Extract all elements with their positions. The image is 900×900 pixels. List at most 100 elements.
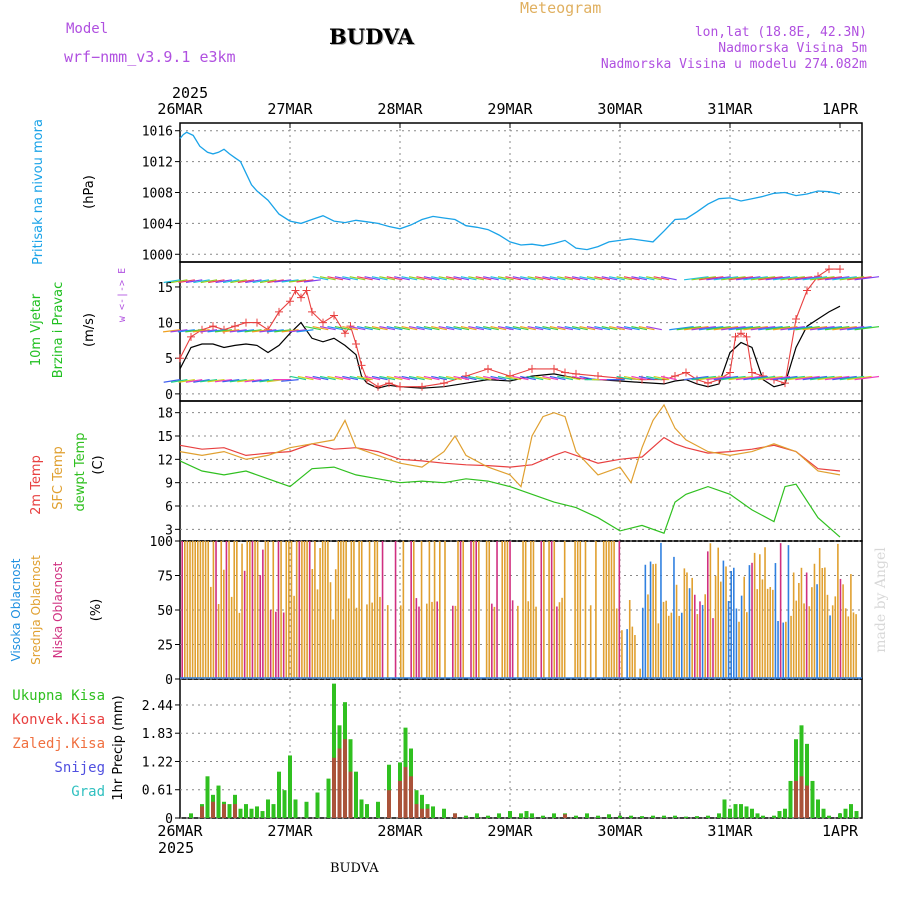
wind-arrow bbox=[394, 276, 410, 281]
precip-total-bar bbox=[376, 801, 380, 818]
meteogram-title: Meteogram bbox=[520, 0, 602, 17]
y-tick-label: 9 bbox=[165, 477, 173, 492]
wind-gust-marker bbox=[302, 286, 311, 295]
wind-arrow bbox=[706, 276, 731, 281]
precip-conv-bar bbox=[233, 804, 237, 818]
wind-arrow bbox=[416, 375, 433, 381]
wind-gust-marker bbox=[385, 379, 393, 388]
precip-total-bar bbox=[486, 815, 490, 818]
wind-arrow bbox=[839, 375, 865, 381]
precip-total-bar bbox=[854, 811, 859, 818]
wind-gust-marker bbox=[550, 364, 558, 373]
wind-arrow bbox=[653, 375, 670, 381]
precip-conv-bar bbox=[332, 757, 336, 818]
wind-arrow bbox=[259, 329, 277, 333]
wind-arrow bbox=[616, 325, 633, 331]
precip-total-bar bbox=[722, 799, 727, 818]
wind-arrow bbox=[200, 379, 218, 383]
precip-total-bar bbox=[794, 739, 798, 818]
precip-total-bar bbox=[282, 790, 287, 818]
wind-arrow bbox=[713, 375, 739, 381]
wind-gust-marker bbox=[242, 318, 250, 327]
precip-conv-bar bbox=[211, 801, 215, 818]
precip-total-bar bbox=[365, 804, 369, 818]
model-name: wrf−nmm_v3.9.1 e3km bbox=[64, 48, 236, 66]
wind-arrow bbox=[810, 375, 835, 381]
precip-conv-bar bbox=[348, 771, 353, 818]
wind-arrow bbox=[289, 279, 307, 283]
wind-compass: w <-|-> E bbox=[117, 268, 128, 322]
wind-arrow bbox=[527, 276, 544, 281]
wind-arrow bbox=[215, 279, 232, 284]
wind-gust-marker bbox=[297, 293, 305, 302]
wind-arrow bbox=[765, 276, 791, 281]
wind-arrow bbox=[684, 276, 709, 281]
wind-arrow bbox=[312, 375, 329, 381]
precip-total-bar bbox=[238, 808, 243, 818]
wind-arrow bbox=[460, 325, 477, 331]
wind-arrow bbox=[728, 326, 754, 331]
panel-frame bbox=[179, 678, 863, 819]
wind-arrow bbox=[497, 325, 514, 331]
precip-total-bar bbox=[189, 813, 193, 818]
temp-dewpt-line bbox=[179, 460, 841, 538]
wind-arrow bbox=[460, 276, 477, 281]
wind-arrow bbox=[423, 375, 440, 381]
temp-subtitle: SFC Temp bbox=[51, 446, 66, 510]
wind-arrow bbox=[229, 379, 247, 383]
precip-conv-bar bbox=[805, 785, 809, 818]
wind-arrow bbox=[483, 375, 499, 381]
wind-arrow bbox=[572, 325, 588, 331]
wind-arrow bbox=[542, 325, 559, 331]
wind-arrow bbox=[772, 326, 798, 331]
precip-total-bar bbox=[755, 813, 760, 818]
wind-gust-marker bbox=[176, 354, 184, 363]
wind-arrow bbox=[245, 279, 262, 284]
wind-arrow bbox=[810, 326, 835, 331]
wind-arrow bbox=[660, 375, 677, 381]
wind-arrow bbox=[342, 276, 359, 281]
wind-arrow bbox=[386, 375, 403, 381]
wind-arrow bbox=[357, 375, 373, 381]
wind-gust-marker bbox=[792, 315, 800, 324]
wind-arrow bbox=[721, 276, 746, 281]
wind-arrow bbox=[475, 375, 492, 381]
wind-arrow bbox=[743, 326, 768, 331]
wind-arrow bbox=[534, 276, 551, 281]
precip-total-bar bbox=[354, 771, 358, 818]
wind-arrow bbox=[303, 279, 321, 283]
wind-gust-marker bbox=[484, 364, 492, 373]
wind-arrow bbox=[349, 276, 366, 281]
y-tick-label: 25 bbox=[157, 639, 173, 654]
precip-total-bar bbox=[739, 804, 743, 818]
wind-arrow bbox=[743, 375, 768, 381]
wind-arrow bbox=[542, 276, 559, 281]
wind-arrow bbox=[453, 325, 470, 331]
wind-arrow bbox=[342, 325, 359, 331]
wind-arrow bbox=[847, 375, 872, 381]
precip-total-bar bbox=[772, 815, 776, 818]
wind-arrow bbox=[557, 325, 574, 331]
precip-total-bar bbox=[728, 808, 732, 818]
wind-arrow bbox=[170, 329, 188, 333]
wind-arrow bbox=[193, 379, 210, 383]
pressure-title: Pritisak na nivou mora bbox=[31, 119, 46, 265]
wind-gust-marker bbox=[253, 318, 261, 327]
precip-legend-item: Ukupna Kisa bbox=[12, 688, 105, 704]
wind-arrow bbox=[810, 276, 835, 281]
wind-arrow bbox=[698, 276, 724, 281]
wind-arrow bbox=[832, 276, 857, 281]
wind-arrow bbox=[237, 329, 255, 333]
panel-frame bbox=[179, 400, 863, 542]
wind-gust-marker bbox=[341, 329, 349, 338]
y-tick-label: 2.44 bbox=[142, 699, 173, 714]
wind-arrow bbox=[237, 379, 255, 383]
y-tick-label: 6 bbox=[165, 500, 173, 515]
wind-arrow bbox=[579, 276, 596, 281]
wind-gust-marker bbox=[594, 372, 602, 381]
wind-arrow bbox=[193, 279, 210, 284]
wind-arrow bbox=[631, 276, 648, 281]
x-tick-label-bottom: 27MAR bbox=[267, 822, 313, 840]
wind-arrow bbox=[638, 325, 655, 331]
